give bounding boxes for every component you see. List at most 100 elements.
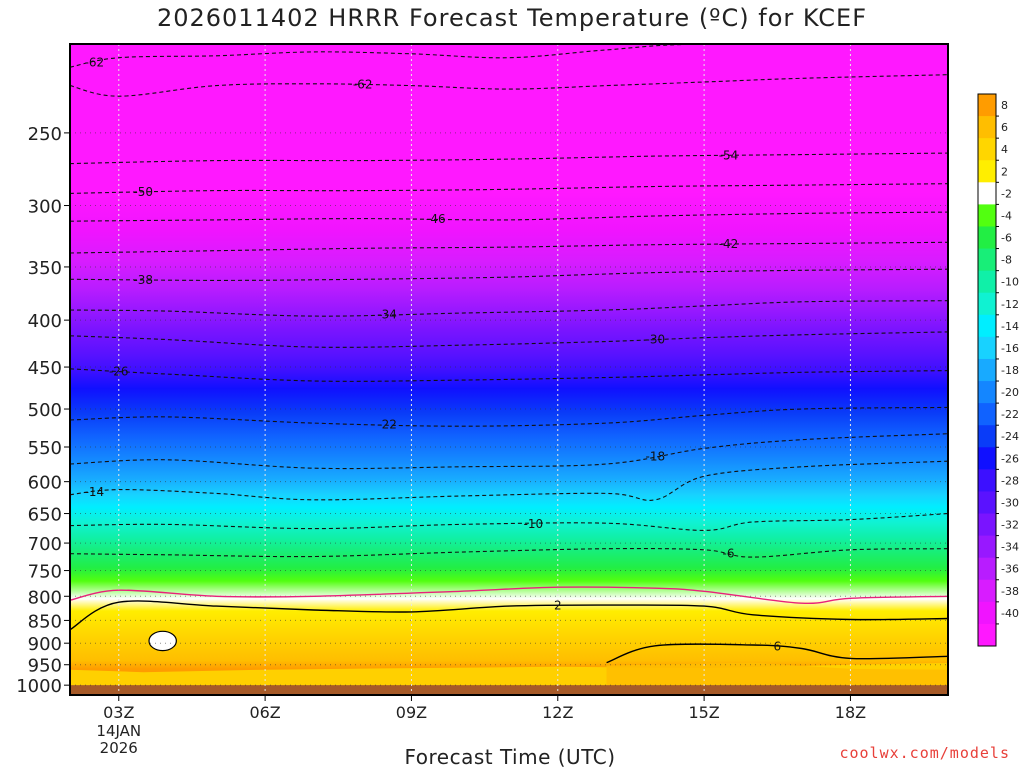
colorbar-label: -36 <box>1001 563 1019 576</box>
date-label: 2026 <box>100 739 138 757</box>
contour-line--30 <box>70 331 948 348</box>
contour-line--42 <box>70 241 948 254</box>
contour-label--26: -26 <box>109 364 129 378</box>
ground-layer <box>70 685 948 695</box>
colorbar-label: 4 <box>1001 143 1008 156</box>
contour-line--22 <box>70 406 948 427</box>
colorbar-swatch <box>978 204 996 227</box>
contour-label--6: -6 <box>723 546 735 560</box>
x-tick-label: 18Z <box>835 703 866 722</box>
colorbar-label: -18 <box>1001 364 1019 377</box>
contour-label--38: -38 <box>133 273 153 287</box>
colorbar-label: -12 <box>1001 298 1019 311</box>
colorbar-label: -30 <box>1001 496 1019 509</box>
colorbar-swatch <box>978 425 996 448</box>
contour-label--22: -22 <box>377 418 397 432</box>
contour-label--34: -34 <box>377 308 397 322</box>
colorbar-swatch <box>978 535 996 559</box>
y-tick-label: 550 <box>28 438 62 459</box>
colorbar-label: -8 <box>1001 254 1012 267</box>
colorbar-label: -2 <box>1001 187 1012 200</box>
colorbar-label: 2 <box>1001 165 1008 178</box>
contour-label--54: -54 <box>719 148 739 162</box>
colorbar-swatch <box>978 403 996 426</box>
y-tick-label: 300 <box>28 197 62 218</box>
colorbar-label: -28 <box>1001 474 1019 487</box>
contour-label--30: -30 <box>646 333 666 347</box>
colorbar-label: -14 <box>1001 320 1019 333</box>
colorbar-label: -24 <box>1001 430 1019 443</box>
colorbar-swatch <box>978 601 996 625</box>
y-tick-label: 700 <box>28 534 62 555</box>
colorbar-swatch <box>978 314 996 338</box>
contour-line--62 <box>70 74 948 97</box>
x-tick-label: 15Z <box>688 703 719 722</box>
y-tick-label: 250 <box>28 124 62 145</box>
contour-label--10: -10 <box>524 517 544 531</box>
colorbar-swatch <box>978 513 996 537</box>
contour-line--46 <box>70 211 948 222</box>
contour-label--62: -62 <box>353 78 373 92</box>
contour-line-0 <box>70 586 948 605</box>
x-tick-label: 06Z <box>249 703 280 722</box>
colorbar-label: 6 <box>1001 121 1008 134</box>
colorbar-swatch <box>978 469 996 492</box>
colorbar-label: 8 <box>1001 99 1008 112</box>
y-tick-label: 1000 <box>16 676 62 697</box>
contour-line--50 <box>70 183 948 194</box>
x-tick-label: 03Z <box>103 703 134 722</box>
colorbar-label: -20 <box>1001 386 1019 399</box>
colorbar-swatch <box>978 160 996 183</box>
x-tick-label: 12Z <box>542 703 573 722</box>
colorbar-swatch <box>978 138 996 161</box>
contour-line--6 <box>70 548 948 558</box>
contour-line--38 <box>70 268 948 281</box>
contour-label-2: 2 <box>554 599 562 613</box>
contour-label--14: -14 <box>85 485 105 499</box>
colorbar-swatch <box>978 579 996 603</box>
contour-label--18: -18 <box>646 449 666 463</box>
y-tick-label: 950 <box>28 656 62 677</box>
contour-label--62: -62 <box>85 55 105 69</box>
y-tick-label: 800 <box>28 587 62 608</box>
colorbar-label: -22 <box>1001 408 1019 421</box>
contour-line-2 <box>70 600 948 631</box>
colorbar-label: -6 <box>1001 232 1012 245</box>
y-tick-label: 400 <box>28 311 62 332</box>
x-axis-label: Forecast Time (UTC) <box>404 745 616 769</box>
colorbar-swatch <box>978 182 996 205</box>
contour-line--26 <box>70 368 948 382</box>
contour-line--18 <box>70 433 948 470</box>
colorbar-swatch <box>978 358 996 382</box>
colorbar-label: -38 <box>1001 585 1019 598</box>
credit-link[interactable]: coolwx.com/models <box>839 744 1010 762</box>
colorbar-frame <box>977 93 997 647</box>
plot-frame <box>69 43 949 696</box>
colorbar-label: -16 <box>1001 342 1019 355</box>
contour-line--10 <box>70 512 948 531</box>
plot-area: -62-62-54-50-46-42-38-34-30-26-22-18-14-… <box>70 44 948 695</box>
y-tick-label: 600 <box>28 473 62 494</box>
colorbar-swatch <box>978 336 996 360</box>
colorbar-swatch <box>978 248 996 272</box>
x-tick-label: 09Z <box>396 703 427 722</box>
colorbar-swatch <box>978 557 996 581</box>
contour-label-6: 6 <box>773 640 781 654</box>
y-tick-label: 850 <box>28 611 62 632</box>
y-tick-label: 750 <box>28 562 62 583</box>
contour-label--46: -46 <box>426 212 446 226</box>
colorbar-swatch <box>978 381 996 404</box>
contour-line--14 <box>70 460 948 501</box>
colorbar-label: -34 <box>1001 541 1019 554</box>
colorbar-swatch <box>978 116 996 139</box>
y-tick-label: 350 <box>28 258 62 279</box>
colorbar-label: -4 <box>1001 209 1012 222</box>
closed-contour-cell <box>148 630 177 652</box>
colorbar-label: -26 <box>1001 452 1019 465</box>
colorbar-swatch <box>978 270 996 294</box>
colorbar-label: -10 <box>1001 276 1019 289</box>
colorbar-swatch <box>978 226 996 250</box>
contour-line-6 <box>606 643 948 664</box>
chart-title: 2026011402 HRRR Forecast Temperature (ºC… <box>156 4 868 32</box>
colorbar-swatch <box>978 491 996 515</box>
